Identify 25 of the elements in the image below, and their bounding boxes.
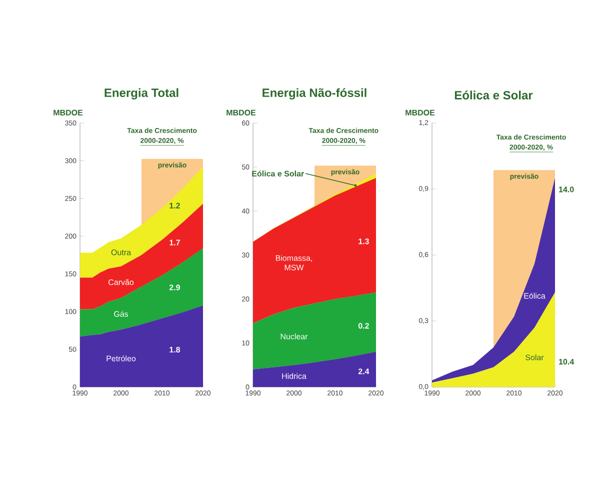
text: 10.4: [559, 358, 574, 365]
series-label: Petróleo: [106, 355, 136, 362]
y-axis-title: MBDOE: [406, 110, 435, 116]
annotation: 0.2: [358, 323, 369, 329]
series-label: Eólica: [524, 292, 546, 299]
annotation: 2.4: [358, 368, 370, 374]
chart-title: Energia Total: [104, 88, 178, 100]
series-label: Hidrica: [282, 373, 306, 379]
series-label: Solar: [526, 354, 544, 360]
chart-title: Eólica e Solar: [454, 90, 533, 100]
annotation: 1.8: [170, 346, 180, 352]
text: Eólica e Solar: [252, 170, 304, 176]
chart-title: Energia Não-fóssil: [262, 88, 366, 100]
series-label: Gás: [114, 310, 128, 317]
series-label: Biomassa, MSW: [276, 255, 312, 270]
annotation: 1.2: [170, 202, 180, 208]
text: 14.0: [559, 186, 574, 192]
y-axis-title: MBDOE: [54, 110, 83, 116]
annotation: 1.3: [358, 238, 369, 244]
y-axis-title: MBDOE: [226, 110, 256, 116]
series-label: Carvão: [108, 279, 134, 286]
series-label: Outra: [111, 250, 132, 256]
annotation: 1.7: [170, 240, 180, 246]
series-label: Nuclear: [280, 333, 308, 340]
annotation: 2.9: [169, 284, 180, 290]
